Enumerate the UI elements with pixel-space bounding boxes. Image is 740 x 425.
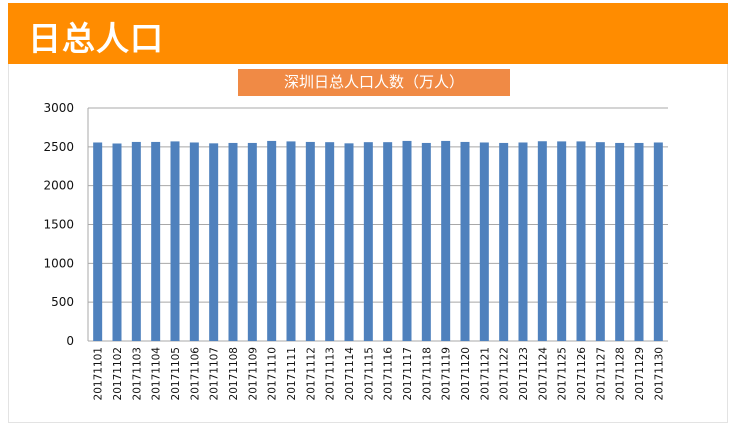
bar (402, 140, 412, 341)
bar (615, 142, 625, 341)
bar (421, 142, 431, 341)
bar (131, 141, 141, 341)
bar (383, 142, 393, 341)
y-tick-label: 1000 (43, 256, 74, 270)
bar (499, 142, 509, 341)
bar (344, 143, 354, 341)
x-tick-label: 20171129 (634, 347, 646, 400)
x-tick-label: 20171116 (383, 347, 395, 401)
x-tick-label: 20171105 (170, 347, 182, 400)
x-tick-label: 20171124 (537, 347, 549, 401)
bar (479, 142, 489, 341)
x-tick-label: 20171106 (189, 347, 201, 401)
x-tick-label: 20171103 (131, 347, 143, 400)
x-tick-label: 20171121 (479, 347, 491, 400)
x-tick-label: 20171127 (595, 347, 607, 400)
bar (267, 140, 277, 341)
page-title: 日总人口 (28, 19, 164, 58)
bar (363, 142, 373, 341)
bar (595, 142, 605, 341)
bar (557, 141, 567, 341)
x-tick-label: 20171115 (363, 347, 375, 400)
bar (93, 142, 103, 341)
x-tick-label: 20171128 (615, 347, 627, 400)
bar (460, 141, 470, 341)
x-tick-label: 20171119 (441, 347, 453, 400)
bar (325, 142, 335, 341)
y-tick-label: 2500 (43, 140, 74, 154)
x-tick-label: 20171102 (112, 347, 124, 400)
bar (228, 142, 238, 341)
x-tick-label: 20171107 (209, 347, 221, 400)
x-tick-label: 20171111 (286, 347, 298, 400)
x-tick-label: 20171125 (557, 347, 569, 400)
x-tick-label: 20171112 (305, 347, 317, 400)
bar (151, 141, 161, 341)
bar (305, 141, 315, 341)
y-tick-label: 2000 (43, 179, 74, 193)
bar (286, 141, 296, 341)
x-tick-label: 20171123 (518, 347, 530, 400)
y-tick-label: 1500 (43, 218, 74, 232)
x-tick-label: 20171108 (228, 347, 240, 400)
chart-title: 深圳日总人口人数（万人） (238, 69, 510, 96)
x-tick-label: 20171117 (402, 347, 414, 400)
bar (576, 141, 586, 341)
bar (112, 143, 122, 341)
bar (209, 143, 219, 341)
bar (518, 142, 528, 341)
y-tick-label: 3000 (43, 101, 74, 115)
header-bar: 日总人口 (8, 3, 728, 64)
x-tick-label: 20171122 (499, 347, 511, 400)
x-tick-label: 20171109 (247, 347, 259, 400)
bar (634, 142, 644, 341)
y-tick-label: 0 (66, 334, 74, 348)
bar (653, 142, 663, 341)
bar (441, 140, 451, 341)
bar (247, 142, 257, 341)
x-tick-label: 20171110 (267, 347, 279, 400)
x-tick-label: 20171113 (325, 347, 337, 400)
x-tick-label: 20171120 (460, 347, 472, 400)
x-tick-label: 20171101 (93, 347, 105, 400)
x-tick-label: 20171126 (576, 347, 588, 401)
bar (170, 141, 180, 341)
y-tick-label: 500 (51, 295, 74, 309)
bar (189, 142, 199, 341)
x-tick-label: 20171130 (653, 347, 665, 400)
x-tick-label: 20171104 (151, 347, 163, 401)
x-tick-label: 20171114 (344, 347, 356, 401)
x-tick-label: 20171118 (421, 347, 433, 400)
bar (537, 141, 547, 341)
